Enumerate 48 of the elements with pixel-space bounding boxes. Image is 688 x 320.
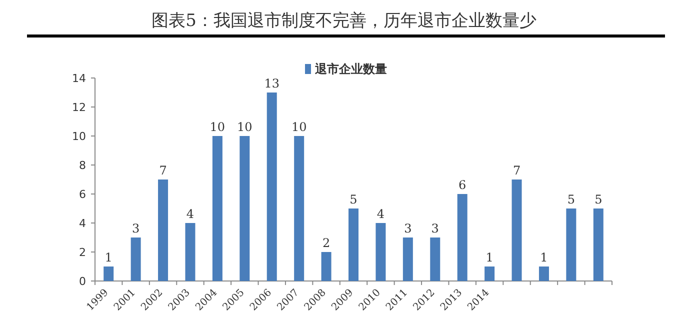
y-tick-label: 14 — [72, 72, 86, 85]
data-label: 5 — [594, 192, 602, 206]
data-label: 4 — [186, 207, 194, 221]
legend-label: 退市企业数量 — [314, 62, 387, 76]
y-tick-label: 2 — [79, 246, 86, 259]
bar — [294, 136, 304, 281]
bar — [212, 136, 222, 281]
data-label: 5 — [350, 192, 358, 206]
bar — [266, 92, 277, 281]
bar — [185, 223, 196, 281]
y-tick-label: 12 — [72, 101, 86, 114]
data-label: 3 — [431, 222, 439, 236]
bar — [402, 238, 413, 281]
bar — [430, 238, 440, 281]
bar — [566, 208, 576, 281]
data-label: 10 — [210, 120, 226, 134]
data-label: 3 — [404, 222, 412, 236]
bar — [512, 180, 522, 281]
y-tick-label: 8 — [79, 159, 86, 172]
bar — [104, 266, 114, 281]
data-label: 10 — [237, 120, 252, 134]
bar — [240, 136, 250, 281]
bar — [158, 180, 168, 281]
y-tick-label: 0 — [79, 275, 86, 288]
chart-title: 图表5：我国退市制度不完善，历年退市企业数量少 — [152, 11, 536, 31]
y-tick-label: 6 — [79, 188, 86, 201]
data-label: 7 — [159, 164, 167, 178]
bar — [348, 208, 358, 281]
data-label: 4 — [376, 207, 385, 221]
data-label: 1 — [540, 250, 548, 264]
data-label: 7 — [512, 164, 521, 178]
y-tick-label: 10 — [72, 130, 86, 143]
bar — [376, 223, 386, 281]
data-label: 1 — [104, 250, 112, 264]
data-label: 2 — [322, 236, 330, 250]
bar — [130, 238, 141, 281]
data-label: 6 — [458, 178, 466, 192]
bar — [593, 208, 604, 281]
data-label: 5 — [567, 192, 576, 206]
data-label: 10 — [291, 120, 307, 134]
y-tick-label: 4 — [79, 217, 86, 230]
bar — [538, 266, 549, 281]
bar — [321, 252, 332, 281]
bar — [484, 266, 495, 281]
data-label: 13 — [264, 76, 280, 90]
bar — [457, 194, 468, 281]
data-label: 3 — [132, 222, 140, 236]
data-label: 1 — [486, 250, 494, 264]
